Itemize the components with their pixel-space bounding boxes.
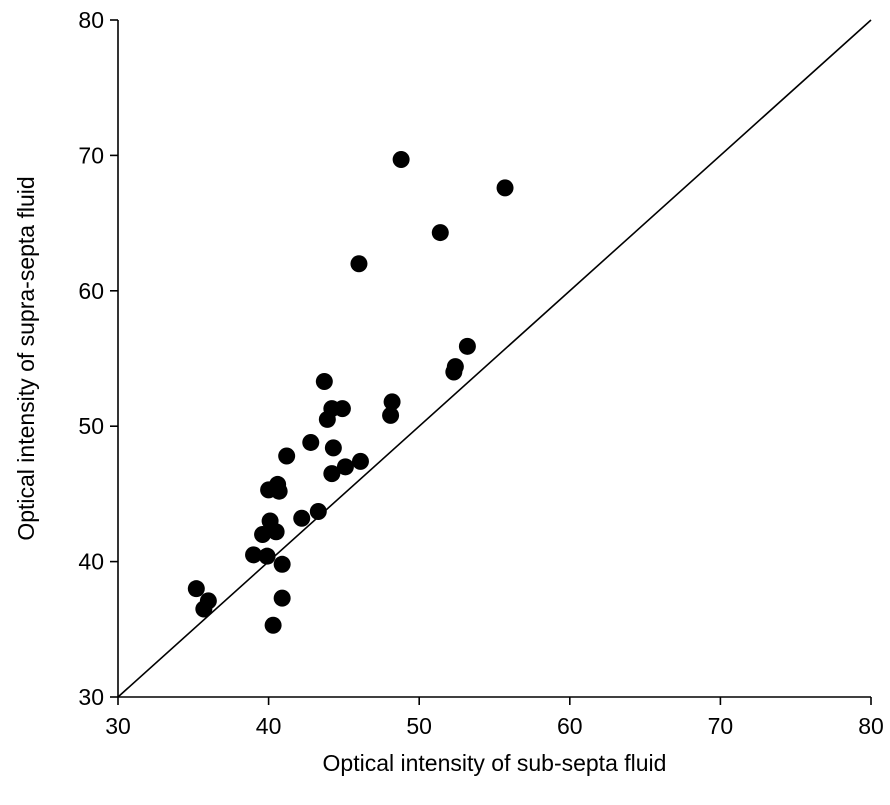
y-tick-label: 60: [78, 278, 104, 304]
data-point: [267, 523, 285, 541]
data-point: [273, 589, 291, 607]
x-tick-label: 40: [256, 713, 282, 739]
data-point: [270, 482, 288, 500]
data-point: [458, 337, 476, 355]
data-point: [273, 555, 291, 573]
y-tick-label: 30: [78, 684, 104, 710]
data-point: [336, 458, 354, 476]
identity-line: [117, 19, 872, 698]
x-tick-label: 80: [858, 713, 884, 739]
data-point: [446, 358, 464, 376]
data-point: [245, 546, 263, 564]
data-point: [383, 393, 401, 411]
x-axis-title: Optical intensity of sub-septa fluid: [323, 750, 667, 776]
data-point: [302, 433, 320, 451]
data-point: [293, 509, 311, 527]
y-tick-label: 80: [78, 7, 104, 33]
data-point: [254, 526, 272, 544]
data-point: [324, 439, 342, 457]
data-point: [382, 406, 400, 424]
data-point: [323, 465, 341, 483]
data-point: [278, 447, 296, 465]
data-point: [199, 592, 217, 610]
x-tick-label: 70: [708, 713, 734, 739]
x-axis-ticks: 30 40 50 60 70 80: [105, 697, 884, 739]
data-point: [315, 373, 333, 391]
data-point: [264, 616, 282, 634]
reference-line-layer: [117, 19, 872, 698]
data-point: [258, 547, 276, 565]
data-point: [496, 179, 514, 197]
x-tick-label: 30: [105, 713, 131, 739]
y-axis-ticks: 30 40 50 60 70 80: [78, 7, 118, 710]
y-tick-label: 40: [78, 549, 104, 575]
data-point: [333, 400, 351, 418]
y-tick-label: 70: [78, 142, 104, 168]
y-axis-title: Optical intensity of supra-septa fluid: [13, 176, 39, 540]
data-point: [392, 150, 410, 168]
axes: [117, 20, 871, 698]
x-tick-label: 50: [406, 713, 432, 739]
data-point: [351, 452, 369, 470]
data-point: [350, 255, 368, 273]
x-tick-label: 60: [557, 713, 583, 739]
data-point: [309, 503, 327, 521]
y-tick-label: 50: [78, 413, 104, 439]
data-points: [187, 150, 514, 634]
data-point: [187, 580, 205, 598]
data-point: [431, 224, 449, 242]
